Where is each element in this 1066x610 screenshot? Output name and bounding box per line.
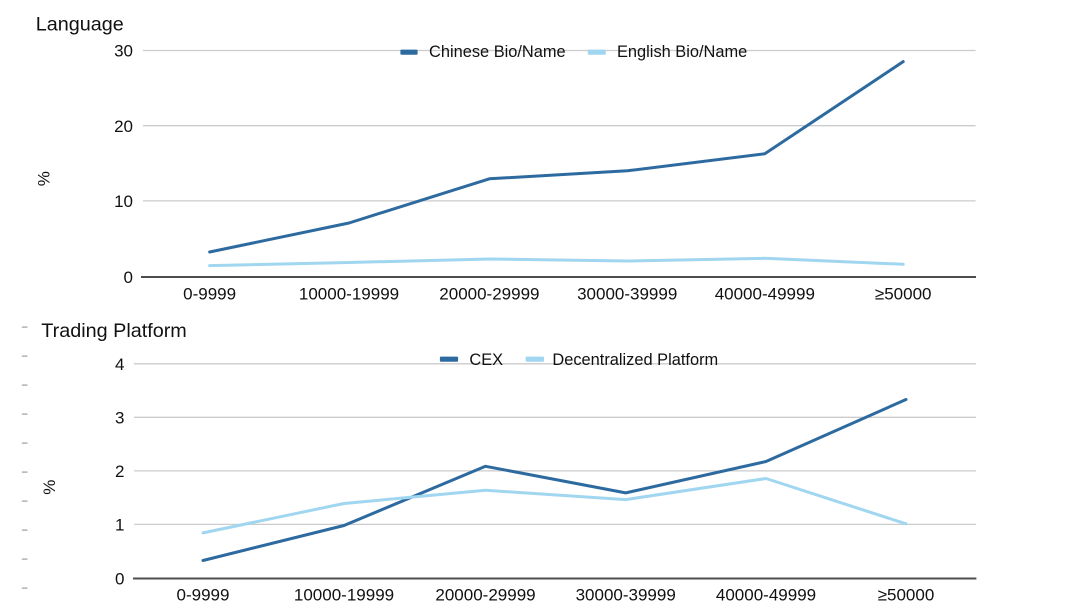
svg-text:≥50000: ≥50000	[878, 585, 935, 604]
svg-text:3: 3	[115, 409, 124, 428]
svg-text:Language: Language	[36, 13, 124, 35]
svg-text:30: 30	[114, 42, 133, 61]
svg-text:40000-49999: 40000-49999	[715, 285, 815, 304]
svg-text:0-9999: 0-9999	[183, 285, 236, 304]
svg-text:≥50000: ≥50000	[875, 285, 932, 304]
svg-text:1: 1	[115, 516, 124, 535]
svg-text:40000-49999: 40000-49999	[716, 585, 816, 604]
svg-text:10000-19999: 10000-19999	[299, 285, 399, 304]
svg-text:English Bio/Name: English Bio/Name	[617, 43, 747, 61]
svg-text:30000-39999: 30000-39999	[577, 285, 677, 304]
svg-text:4: 4	[115, 355, 124, 374]
svg-text:0-9999: 0-9999	[177, 585, 230, 604]
svg-text:%: %	[40, 480, 59, 495]
svg-text:%: %	[35, 171, 54, 186]
svg-text:10: 10	[114, 192, 133, 211]
svg-text:Trading Platform: Trading Platform	[41, 320, 186, 342]
svg-text:30000-39999: 30000-39999	[576, 585, 676, 604]
svg-text:20000-29999: 20000-29999	[435, 585, 535, 604]
svg-text:20000-29999: 20000-29999	[439, 285, 539, 304]
svg-text:0: 0	[124, 268, 133, 287]
svg-text:10000-19999: 10000-19999	[294, 585, 394, 604]
svg-text:20: 20	[114, 117, 133, 136]
svg-text:0: 0	[115, 570, 124, 589]
svg-text:Chinese Bio/Name: Chinese Bio/Name	[429, 43, 566, 61]
svg-text:2: 2	[115, 462, 124, 481]
svg-text:Decentralized Platform: Decentralized Platform	[552, 351, 718, 369]
svg-text:CEX: CEX	[469, 351, 503, 369]
